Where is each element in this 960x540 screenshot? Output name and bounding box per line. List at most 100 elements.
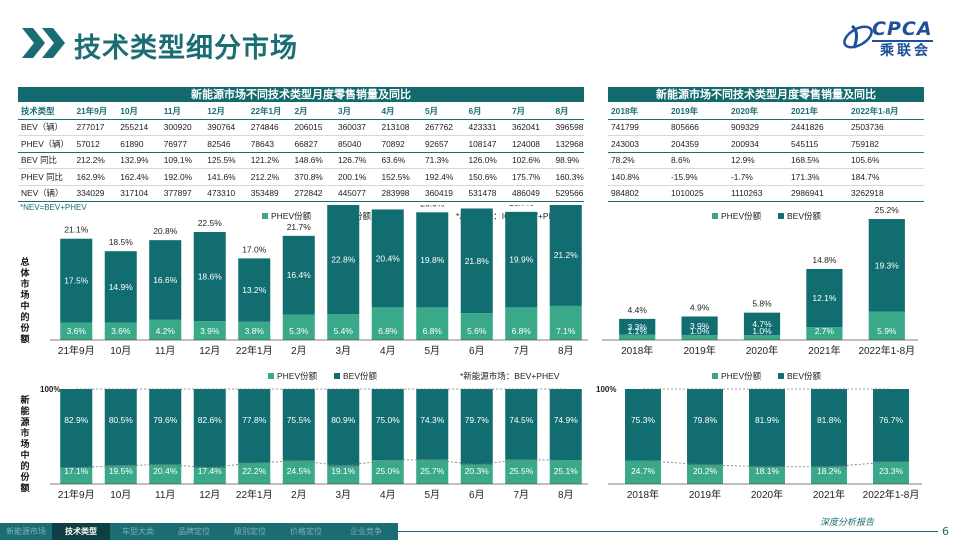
bar-phev: [193, 467, 226, 484]
bar-label-phev: 3.8%: [245, 326, 265, 336]
bar-phev: [687, 464, 723, 484]
nav-item[interactable]: 新能源市场: [6, 527, 46, 536]
nav-item[interactable]: 车型大类: [122, 527, 154, 536]
legend-label-phev: PHEV份额: [721, 211, 762, 221]
bar-label-bev: 16.4%: [287, 270, 312, 280]
bar-phev: [460, 464, 493, 484]
x-axis-tick-label: 21年9月: [58, 488, 95, 501]
monthly-table-cell: 175.7%: [508, 168, 553, 186]
annual-table-row: 741799 805666 909329 2441826 2503736: [608, 119, 924, 136]
bar-label-phev: 1.0%: [752, 326, 772, 336]
bar-label-phev: 19.1%: [331, 466, 356, 476]
x-axis-tick-label: 5月: [424, 489, 440, 501]
bar-phev: [873, 461, 909, 484]
monthly-table-cell: 78643: [247, 135, 292, 153]
bar-label-bev: 81.9%: [755, 415, 780, 425]
x-axis-tick-label: 21年9月: [58, 344, 95, 357]
annual-table-cell: 759182: [848, 135, 924, 153]
bar-phev: [505, 459, 538, 484]
monthly-table-cell: 529566: [552, 185, 584, 202]
bar-label-bev: 19.8%: [420, 255, 445, 265]
annual-table-header-row: 2018年 2019年 2020年 2021年 2022年1-8月: [608, 103, 924, 120]
x-axis-tick-label: 2020年: [746, 344, 778, 357]
monthly-table-header-cell: 技术类型: [18, 103, 74, 120]
bar-bev: [868, 219, 905, 312]
bar-label-phev: 3.6%: [67, 326, 87, 336]
x-axis-tick-label: 2月: [291, 345, 307, 357]
title-chevron-icon: [22, 28, 65, 58]
bar-bev: [327, 389, 360, 466]
x-axis-tick-label: 5月: [424, 345, 440, 357]
bar-phev: [149, 464, 182, 484]
cpca-logo: CPCA 乘联会: [836, 18, 944, 59]
monthly-table-header-cell: 22年1月: [247, 103, 292, 120]
bar-bev: [149, 240, 182, 320]
bar-label-bev: 79.7%: [465, 415, 490, 425]
monthly-table-cell: 473310: [204, 185, 248, 202]
monthly-table-row: BEV（辆） 277017 255214 300920 390764 274846 2060…: [18, 119, 584, 136]
bar-label-bev: 3.9%: [690, 321, 710, 331]
annual-table-header-cell: 2019年: [668, 103, 728, 120]
bar-total-label: 14.8%: [812, 255, 837, 265]
x-axis-tick-label: 4月: [380, 345, 396, 357]
x-axis-tick-label: 22年1月: [236, 488, 273, 501]
monthly-table-row: PHEV 同比 162.9% 162.4% 192.0% 141.6% 212.2% 370…: [18, 168, 584, 186]
bar-phev: [282, 314, 315, 340]
monthly-table-cell: 274846: [247, 119, 292, 136]
x-axis-tick-label: 12月: [199, 489, 220, 501]
annual-table-header-cell: 2020年: [728, 103, 788, 120]
bar-label-phev: 5.4%: [334, 326, 354, 336]
bar-label-bev: 4.7%: [752, 319, 772, 329]
bar-label-phev: 5.6%: [467, 326, 487, 336]
page-title: 技术类型细分市场: [74, 33, 298, 64]
monthly-table-cell: 61890: [117, 135, 161, 153]
annual-table-cell: 140.8%: [608, 168, 668, 186]
nav-item[interactable]: 品牌定位: [178, 527, 210, 536]
monthly-table-row: NEV（辆） 334029 317104 377897 473310 353489 2728…: [18, 185, 584, 202]
bar-phev: [104, 465, 137, 484]
bar-phev: [625, 460, 661, 484]
bar-bev: [416, 212, 449, 308]
annual-table-cell: -15.9%: [668, 168, 728, 186]
bar-bev: [282, 235, 315, 315]
bar-label-phev: 1.0%: [690, 326, 710, 336]
monthly-table-cell: 132968: [552, 135, 584, 153]
monthly-table-cell: 76977: [160, 135, 205, 153]
legend-label-bev: BEV份额: [787, 211, 822, 221]
x-axis-tick-label: 2020年: [751, 488, 783, 501]
bar-label-phev: 24.7%: [631, 466, 656, 476]
nav-item[interactable]: 企业竞争: [350, 527, 382, 536]
x-axis-tick-label: 7月: [513, 345, 529, 357]
bar-label-bev: 17.5%: [64, 276, 89, 286]
nav-item[interactable]: 技术类型: [52, 523, 110, 540]
monthly-table-header-row: 技术类型 21年9月 10月 11月 12月 22年1月 2月 3月 4月 5月 6月 7月 8月: [18, 103, 584, 120]
nav-item[interactable]: 价格定位: [290, 527, 322, 536]
bar-bev: [625, 389, 661, 461]
monthly-table-header-cell: 12月: [204, 103, 248, 120]
monthly-table-cell: 125.5%: [204, 152, 248, 169]
bar-phev: [327, 465, 360, 484]
bar-bev: [416, 389, 449, 460]
annual-table-row: 984802 1010025 1110263 2986941 3262918: [608, 185, 924, 202]
monthly-table-cell: 396598: [552, 119, 584, 136]
annual-table-cell: 3262918: [848, 185, 924, 202]
monthly-table-header-cell: 7月: [508, 103, 553, 120]
bar-total-label: 21.1%: [64, 225, 89, 235]
monthly-table-cell: 148.6%: [291, 152, 335, 169]
bar-label-phev: 6.8%: [512, 326, 532, 336]
monthly-table-cell: 66827: [291, 135, 335, 153]
monthly-table-cell: 124008: [508, 135, 553, 153]
bar-phev: [549, 305, 582, 340]
x-axis-tick-label: 2018年: [621, 344, 653, 357]
bar-bev: [873, 389, 909, 462]
monthly-table-cell: 98.9%: [552, 152, 584, 169]
bar-label-bev: 74.9%: [554, 415, 579, 425]
bar-label-phev: 3.9%: [200, 326, 220, 336]
bar-label-phev: 20.2%: [693, 466, 718, 476]
bar-label-bev: 21.2%: [554, 250, 579, 260]
monthly-table-cell: 82546: [204, 135, 248, 153]
nav-item[interactable]: 级别定位: [234, 527, 266, 536]
bar-total-label: 18.5%: [109, 237, 134, 247]
bar-phev: [868, 311, 905, 340]
bar-phev: [371, 460, 404, 484]
